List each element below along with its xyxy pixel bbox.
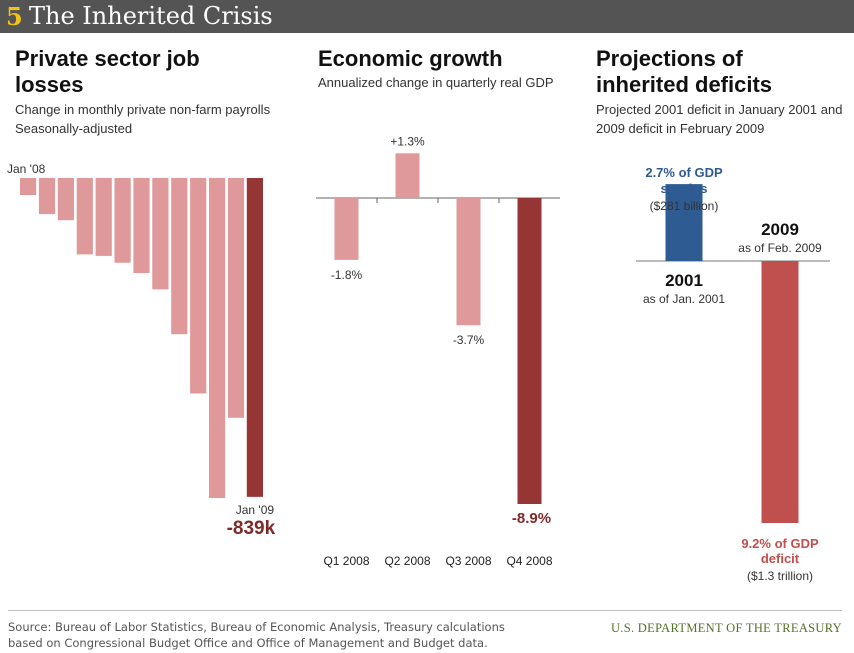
source-note: Source: Bureau of Labor Statistics, Bure… (8, 619, 568, 651)
gdp-subtitle: Annualized change in quarterly real GDP (318, 75, 554, 90)
deficit-bar-2009 (761, 261, 799, 523)
surplus-amount: ($281 billion) (650, 199, 719, 213)
section-number: 5 (6, 2, 23, 31)
gdp-category-label: Q4 2008 (506, 554, 552, 568)
gdp-value-label: -1.8% (331, 268, 363, 282)
job-bar (171, 178, 188, 335)
jobs-title-line2: losses (15, 72, 84, 97)
gdp-category-label: Q2 2008 (384, 554, 430, 568)
job-bar (227, 178, 245, 418)
deficit-title-line1: Projections of (596, 46, 743, 71)
gdp-category-label: Q3 2008 (445, 554, 491, 568)
deficit-label-line2: deficit (761, 551, 800, 566)
job-bar (20, 178, 37, 196)
job-bar (57, 178, 74, 221)
source-line2: based on Congressional Budget Office and… (8, 636, 488, 650)
deficit-subtitle: Projected 2001 deficit in January 2001 a… (596, 100, 842, 138)
deficit-label-line1: 9.2% of GDP (741, 536, 819, 551)
gdp-bar (395, 153, 420, 198)
deficit-subtitle-line1: Projected 2001 deficit in January 2001 a… (596, 102, 843, 117)
deficit-subtitle-line2: 2009 deficit in February 2009 (596, 121, 765, 136)
job-bar (209, 178, 226, 498)
deficit-bar-2001 (665, 184, 703, 261)
gdp-value-label: +1.3% (390, 134, 425, 148)
jobs-subtitle-line1: Change in monthly private non-farm payro… (15, 102, 271, 117)
job-bar (246, 178, 263, 497)
deficit-title-line2: inherited deficits (596, 72, 773, 97)
job-bar (114, 178, 131, 263)
year-2001-label: 2001 (665, 271, 703, 290)
job-bar (38, 178, 56, 215)
header-bar: 5 The Inherited Crisis (0, 0, 854, 33)
jobs-subtitle-line2: Seasonally-adjusted (15, 121, 133, 136)
jobs-last-value: -839k (227, 518, 276, 539)
job-bar (95, 178, 112, 256)
department-name: U.S. DEPARTMENT OF THE TREASURY (610, 621, 842, 635)
gdp-bar (456, 198, 481, 326)
jobs-subtitle: Change in monthly private non-farm payro… (15, 100, 270, 138)
footer-divider (8, 610, 842, 611)
jobs-title-line1: Private sector job (15, 46, 200, 71)
year-2009-asof: as of Feb. 2009 (738, 241, 822, 255)
page-title: The Inherited Crisis (29, 2, 273, 30)
job-bar (152, 178, 169, 290)
gdp-value-label: -8.9% (512, 510, 551, 527)
gdp-bar (334, 198, 359, 260)
year-2009-label: 2009 (761, 220, 799, 239)
surplus-label-line1: 2.7% of GDP (645, 165, 723, 180)
deficit-amount: ($1.3 trillion) (747, 569, 813, 583)
jobs-last-label: Jan '09 (236, 503, 275, 517)
gdp-category-label: Q1 2008 (323, 554, 369, 568)
year-2001-asof: as of Jan. 2001 (643, 292, 725, 306)
jobs-first-label: Jan '08 (7, 162, 46, 176)
deficit-title: Projections of inherited deficits (596, 46, 772, 98)
job-bar (76, 178, 93, 255)
gdp-bar (517, 198, 542, 504)
surplus-label-line2: surplus (661, 181, 708, 196)
jobs-title: Private sector job losses (15, 46, 200, 98)
gdp-value-label: -3.7% (453, 333, 485, 347)
gdp-title: Economic growth (318, 46, 503, 71)
job-bar (133, 178, 150, 274)
source-line1: Source: Bureau of Labor Statistics, Bure… (8, 620, 505, 634)
job-bar (190, 178, 207, 394)
